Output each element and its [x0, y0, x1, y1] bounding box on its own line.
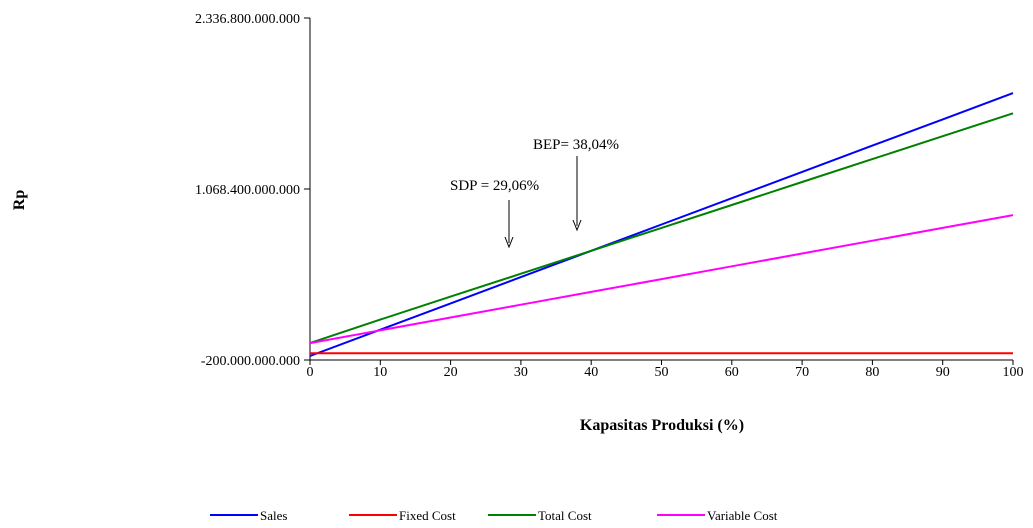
x-tick-label: 20 [444, 365, 458, 380]
x-tick-label: 0 [307, 365, 314, 380]
x-tick-label: 60 [725, 365, 739, 380]
series-line-variable-cost [309, 214, 1014, 345]
bep-annotation: BEP= 38,04% [533, 137, 619, 153]
x-tick-label: 10 [373, 365, 387, 380]
y-tick-label: 1.068.400.000.000 [195, 183, 300, 198]
series-lines [309, 92, 1014, 357]
x-tick-label: 100 [1003, 365, 1024, 380]
legend-label-fixed-cost: Fixed Cost [399, 508, 456, 523]
x-tick-label: 30 [514, 365, 528, 380]
legend-label-sales: Sales [260, 508, 287, 523]
x-tick-label: 50 [655, 365, 669, 380]
legend: Sales Fixed Cost Total Cost Variable Cost [210, 508, 778, 523]
series-line-total-cost [309, 112, 1014, 345]
y-tick-label: -200.000.000.000 [201, 354, 300, 369]
x-axis-title: Kapasitas Produksi (%) [580, 417, 744, 434]
x-tick-label: 90 [936, 365, 950, 380]
sdp-annotation: SDP = 29,06% [450, 178, 539, 194]
legend-label-total-cost: Total Cost [538, 508, 592, 523]
x-tick-label: 40 [584, 365, 598, 380]
series-line-sales [309, 92, 1014, 357]
x-tick-label: 70 [795, 365, 809, 380]
y-tick-label: 2.336.800.000.000 [195, 12, 300, 27]
y-axis-title: Rp [11, 190, 28, 211]
sdp-arrow [504, 200, 514, 249]
x-tick-label: 80 [865, 365, 879, 380]
x-ticks: 0 10 20 30 40 50 60 70 80 90 100 [307, 360, 1024, 380]
y-ticks: -200.000.000.000 1.068.400.000.000 2.336.8… [195, 12, 310, 369]
bep-arrow [572, 156, 582, 232]
legend-label-variable-cost: Variable Cost [707, 508, 778, 523]
